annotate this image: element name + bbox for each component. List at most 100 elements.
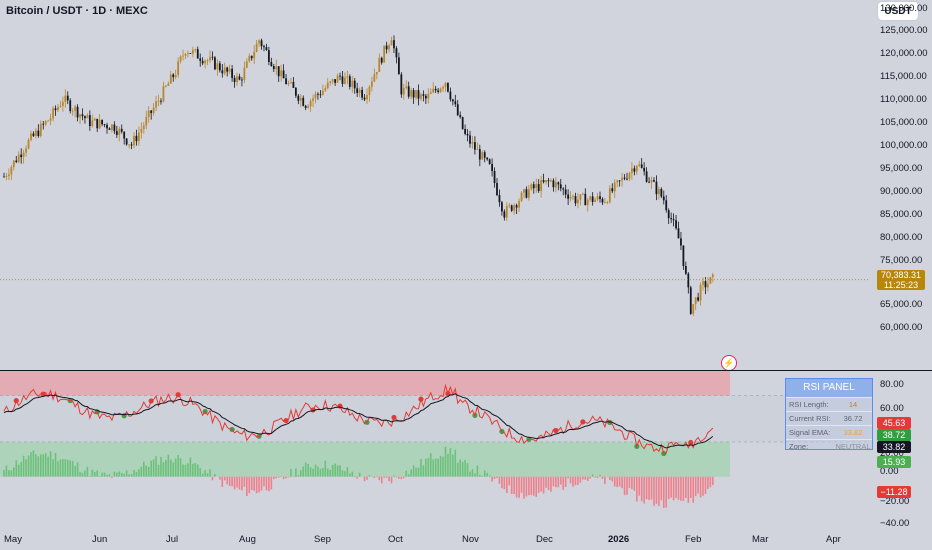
candle-body — [125, 138, 128, 145]
candle-body — [135, 135, 138, 142]
histogram-bar — [42, 454, 45, 477]
candle-body — [282, 70, 285, 79]
histogram-bar — [697, 476, 699, 494]
pane-separator[interactable] — [0, 370, 932, 371]
histogram-bar — [577, 476, 579, 485]
candle-body — [373, 74, 376, 82]
candle-body — [145, 117, 148, 126]
candle-body — [407, 86, 410, 97]
histogram-bar — [223, 476, 226, 481]
histogram-bar — [106, 474, 108, 477]
candle-body — [93, 118, 96, 121]
candle-body — [39, 123, 42, 137]
candle-body — [30, 133, 32, 140]
lightning-icon[interactable]: ⚡ — [721, 355, 737, 371]
candle-body — [550, 180, 552, 182]
histogram-bar — [196, 464, 199, 477]
price-tick-label: 90,000.00 — [880, 186, 923, 197]
histogram-bar — [331, 464, 334, 477]
candle-body — [630, 168, 633, 174]
histogram-bar — [356, 476, 358, 479]
histogram-bar — [182, 464, 184, 477]
histogram-bar — [37, 456, 40, 477]
histogram-bar — [209, 469, 211, 477]
histogram-bar — [550, 476, 552, 492]
candle-body — [397, 57, 400, 75]
candle-body — [621, 177, 623, 181]
candle-body — [530, 184, 533, 190]
candle-body — [265, 47, 268, 51]
candle-body — [22, 152, 25, 158]
histogram-bar — [71, 460, 74, 477]
candle-body — [552, 180, 555, 188]
candle-body — [358, 89, 361, 94]
candle-body — [483, 152, 486, 158]
candle-body — [422, 94, 425, 96]
histogram-bar — [282, 476, 285, 480]
histogram-bar — [326, 468, 329, 477]
candle-body — [366, 95, 368, 100]
price-tick-label: 110,000.00 — [880, 94, 927, 105]
candle-body — [187, 53, 189, 55]
rsi-pane[interactable] — [0, 371, 870, 531]
histogram-bar — [214, 474, 216, 477]
currency-unit-button[interactable]: USDT — [878, 2, 918, 20]
candle-body — [699, 284, 702, 301]
candle-body — [120, 128, 123, 132]
histogram-bar — [584, 476, 587, 480]
histogram-bar — [486, 472, 488, 477]
candle-body — [351, 80, 354, 87]
histogram-bar — [324, 460, 327, 477]
candle-body — [270, 62, 273, 67]
histogram-bar — [39, 454, 42, 477]
histogram-bar — [35, 454, 37, 477]
price-chart[interactable] — [0, 0, 870, 370]
candle-body — [447, 82, 449, 92]
candle-body — [672, 219, 675, 221]
histogram-bar — [621, 476, 623, 489]
candle-body — [388, 45, 390, 50]
histogram-bar — [20, 461, 22, 477]
candle-body — [689, 287, 692, 314]
candle-body — [537, 184, 540, 191]
candle-body — [557, 182, 560, 185]
histogram-bar — [66, 459, 69, 477]
candle-body — [238, 76, 241, 80]
candle-body — [434, 88, 437, 91]
candle-body — [297, 95, 300, 101]
candle-body — [395, 48, 398, 58]
histogram-bar — [481, 475, 484, 477]
histogram-bar — [471, 469, 474, 477]
time-tick-label: Nov — [462, 534, 479, 545]
candle-body — [312, 98, 314, 101]
histogram-bar — [483, 470, 486, 477]
histogram-bar — [604, 476, 606, 484]
histogram-bar — [299, 470, 302, 477]
candle-body — [709, 277, 712, 284]
histogram-bar — [133, 470, 135, 477]
candle-body — [319, 94, 322, 96]
candle-body — [5, 176, 8, 177]
price-tick-label: 100,000.00 — [880, 140, 928, 151]
histogram-bar — [542, 476, 545, 494]
histogram-bar — [69, 460, 72, 477]
candle-body — [638, 164, 641, 166]
candle-body — [10, 167, 13, 175]
histogram-bar — [319, 468, 322, 477]
candle-body — [466, 133, 469, 136]
candle-body — [454, 101, 457, 105]
candle-body — [201, 60, 204, 64]
candle-body — [49, 118, 52, 121]
candle-body — [474, 142, 476, 150]
histogram-bar — [650, 476, 653, 500]
candle-body — [199, 58, 202, 61]
histogram-bar — [469, 471, 471, 477]
histogram-bar — [233, 476, 236, 490]
histogram-bar — [564, 476, 567, 487]
candle-body — [275, 66, 278, 70]
histogram-bar — [135, 471, 138, 477]
histogram-bar — [285, 476, 287, 479]
rsi-value-tag: 45.63 — [877, 417, 911, 429]
histogram-bar — [17, 464, 20, 477]
histogram-bar — [567, 476, 569, 479]
